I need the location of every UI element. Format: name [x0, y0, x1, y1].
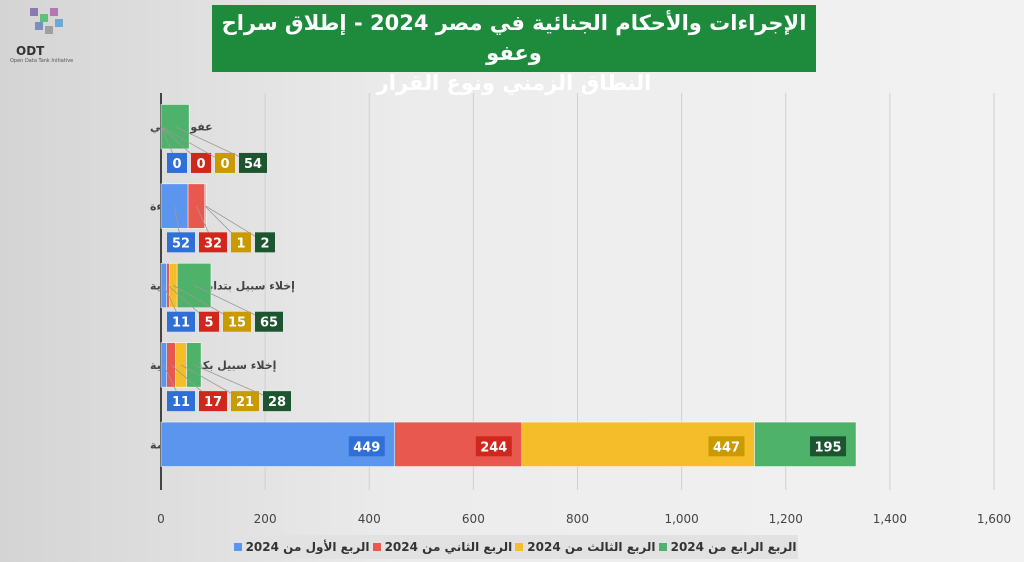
data-label: 11: [163, 364, 195, 412]
data-label: 65: [193, 285, 283, 332]
x-tick-label: 1,400: [873, 512, 907, 526]
data-label: 195: [810, 436, 847, 457]
svg-text:195: 195: [814, 440, 841, 455]
svg-text:54: 54: [244, 157, 262, 172]
svg-text:11: 11: [172, 316, 190, 331]
legend-label: الربع الرابع من 2024: [670, 540, 797, 554]
legend-swatch: [515, 543, 524, 551]
legend-item: الربع الرابع من 2024: [658, 540, 797, 554]
data-label: 28: [193, 364, 291, 412]
bar-segment: [160, 183, 189, 229]
data-label: 17: [170, 364, 227, 412]
x-tick-label: 800: [566, 512, 589, 526]
legend-item: الربع الأول من 2024: [233, 540, 370, 554]
data-label: 0: [160, 126, 235, 173]
x-tick-label: 600: [462, 512, 485, 526]
data-label: 244: [475, 436, 512, 457]
chart-title: الإجراءات والأحكام الجنائية في مصر 2024 …: [221, 11, 807, 65]
odt-logo: ODT Open Data Tank Initiative: [10, 4, 80, 68]
legend: الربع الرابع من 2024 الربع الثالث من 2024…: [232, 535, 798, 559]
x-tick-label: 0: [157, 512, 165, 526]
legend-label: الربع الأول من 2024: [245, 540, 370, 554]
svg-text:21: 21: [236, 395, 254, 410]
svg-text:449: 449: [353, 440, 380, 455]
legend-label: الربع الثالث من 2024: [527, 540, 656, 554]
data-label: 32: [196, 205, 227, 253]
svg-text:11: 11: [172, 395, 190, 410]
legend-swatch: [658, 543, 667, 551]
svg-text:5: 5: [204, 316, 213, 331]
svg-text:447: 447: [713, 440, 740, 455]
data-label: 1: [204, 205, 251, 253]
data-label: 11: [163, 285, 195, 332]
chart-title-box: الإجراءات والأحكام الجنائية في مصر 2024 …: [212, 5, 816, 95]
svg-text:0: 0: [196, 157, 205, 172]
legend-label: الربع الثاني من 2024: [384, 540, 513, 554]
svg-text:28: 28: [268, 395, 286, 410]
legend-swatch: [372, 543, 381, 551]
bar-segment: [160, 104, 190, 150]
svg-text:0: 0: [220, 157, 229, 172]
x-tick-label: 1,000: [664, 512, 698, 526]
svg-text:0: 0: [172, 157, 181, 172]
svg-text:32: 32: [204, 236, 222, 251]
svg-text:1: 1: [236, 236, 245, 251]
x-tick-label: 1,200: [769, 512, 803, 526]
bar-segment: [166, 263, 170, 308]
data-label: 0: [160, 126, 187, 173]
data-label: 5: [167, 285, 219, 332]
svg-text:17: 17: [204, 395, 222, 410]
svg-text:15: 15: [228, 316, 246, 331]
svg-text:244: 244: [480, 440, 507, 455]
svg-text:52: 52: [172, 236, 190, 251]
data-label: 54: [174, 126, 267, 173]
data-label: 21: [180, 364, 259, 412]
svg-text:2: 2: [260, 236, 269, 251]
data-label: 52: [167, 206, 195, 253]
data-label: 0: [160, 126, 211, 173]
x-tick-label: 1,600: [977, 512, 1011, 526]
svg-text:65: 65: [260, 316, 278, 331]
x-tick-label: 200: [254, 512, 277, 526]
logo-subtext: Open Data Tank Initiative: [10, 58, 74, 64]
legend-swatch: [233, 543, 242, 551]
data-label: 447: [708, 436, 745, 457]
data-label: 15: [173, 285, 251, 332]
logo-text: ODT: [16, 44, 45, 58]
data-label: 449: [348, 436, 385, 457]
chart-subtitle: النطاق الزمني ونوع القرار: [376, 71, 652, 95]
data-label: 2: [205, 205, 275, 253]
legend-item: الربع الثاني من 2024: [372, 540, 513, 554]
legend-item: الربع الثالث من 2024: [515, 540, 655, 554]
x-tick-label: 400: [358, 512, 381, 526]
